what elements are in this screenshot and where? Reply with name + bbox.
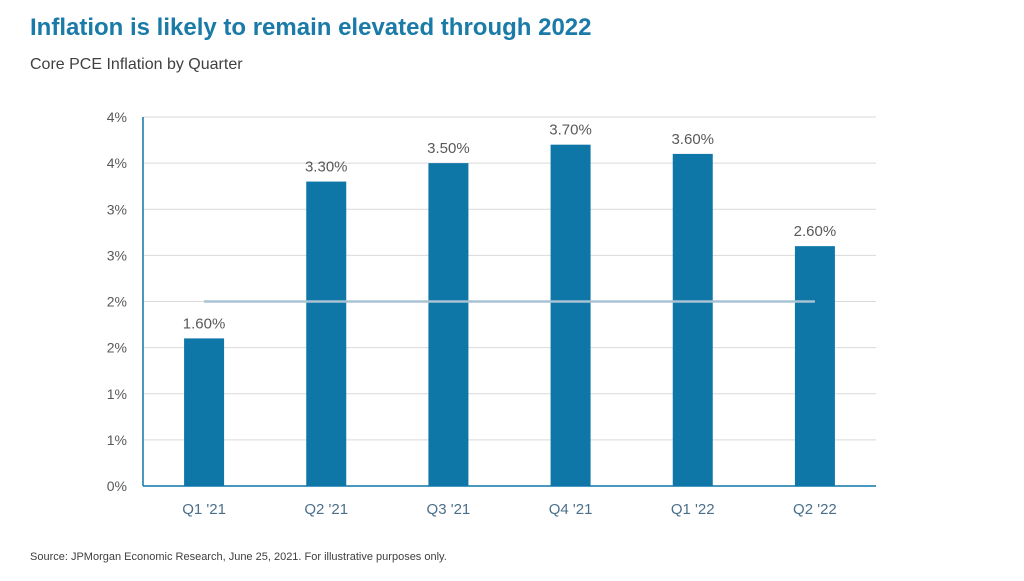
x-tick-label: Q3 '21: [427, 501, 471, 518]
x-tick-label: Q1 '22: [671, 501, 715, 518]
bar: [672, 153, 713, 486]
x-tick-label: Q2 '21: [304, 501, 348, 518]
data-label: 3.30%: [305, 159, 348, 176]
y-tick-label: 4%: [107, 109, 127, 125]
data-label: 3.70%: [549, 122, 592, 139]
y-tick-label: 0%: [107, 478, 127, 494]
bar: [428, 163, 469, 486]
y-tick-label: 1%: [107, 432, 127, 448]
chart-subtitle: Core PCE Inflation by Quarter: [30, 56, 243, 73]
y-tick-label: 2%: [107, 340, 127, 356]
bar: [306, 181, 347, 486]
x-tick-label: Q1 '21: [182, 501, 226, 518]
y-tick-label: 2%: [107, 294, 127, 310]
bar: [794, 246, 835, 486]
data-label: 3.50%: [427, 140, 470, 157]
x-tick-label: Q2 '22: [793, 501, 837, 518]
source-footnote: Source: JPMorgan Economic Research, June…: [30, 551, 447, 563]
data-label: 2.60%: [794, 223, 837, 240]
x-tick-label: Q4 '21: [549, 501, 593, 518]
y-tick-label: 3%: [107, 247, 127, 263]
y-tick-label: 4%: [107, 155, 127, 171]
y-tick-label: 1%: [107, 386, 127, 402]
data-label: 3.60%: [671, 131, 714, 148]
y-tick-label: 3%: [107, 201, 127, 217]
data-label: 1.60%: [183, 315, 226, 332]
bar: [550, 144, 591, 487]
bar: [184, 338, 225, 486]
chart-title: Inflation is likely to remain elevated t…: [30, 14, 592, 41]
